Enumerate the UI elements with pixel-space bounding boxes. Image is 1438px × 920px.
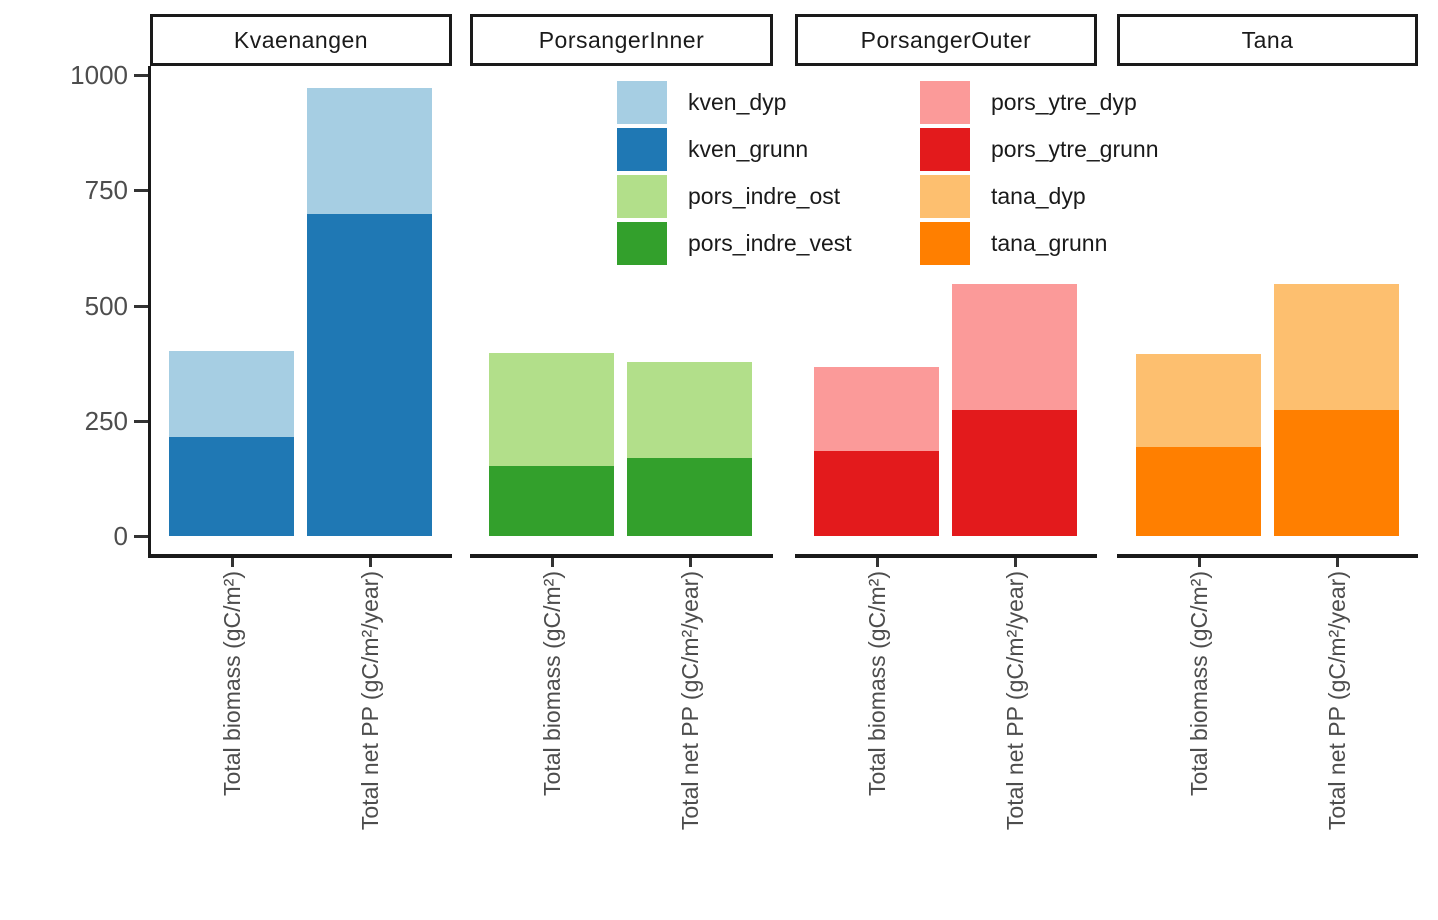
y-axis-tick: [134, 304, 148, 308]
bar-segment-tana_dyp: [1274, 283, 1399, 411]
legend-label-pors_ytre_grunn: pors_ytre_grunn: [991, 136, 1159, 162]
bar-segment-kven_grunn: [307, 214, 432, 536]
x-axis-line: [1117, 554, 1418, 558]
bar-segment-kven_dyp: [169, 351, 294, 437]
facet-strip-kvaenangen: Kvaenangen: [150, 14, 452, 66]
y-axis-tick: [134, 419, 148, 423]
x-axis-label: Total net PP (gC/m²/year): [1323, 571, 1350, 831]
legend-swatch-pors_indre_vest: [617, 222, 667, 265]
bar-segment-pors_indre_vest: [627, 458, 752, 536]
x-axis-line: [795, 554, 1097, 558]
x-axis-label: Total biomass (gC/m²): [538, 571, 565, 796]
legend-swatch-tana_grunn: [920, 222, 970, 265]
facet-strip-tana: Tana: [1117, 14, 1418, 66]
bar-segment-pors_indre_vest: [489, 465, 614, 536]
bar-segment-tana_grunn: [1136, 447, 1261, 536]
legend-swatch-pors_ytre_dyp: [920, 81, 970, 124]
legend-label-tana_grunn: tana_grunn: [991, 230, 1108, 256]
x-axis-line: [470, 554, 773, 558]
y-axis-tick-label: 250: [84, 405, 128, 436]
legend-swatch-kven_dyp: [617, 81, 667, 124]
legend-label-pors_indre_vest: pors_indre_vest: [688, 230, 852, 256]
y-axis-tick: [134, 535, 148, 538]
bar-segment-kven_dyp: [307, 88, 432, 215]
y-axis-tick: [134, 74, 148, 77]
x-axis-label: Total net PP (gC/m²/year): [1001, 571, 1028, 831]
legend-swatch-pors_indre_ost: [617, 175, 667, 218]
legend-label-pors_ytre_dyp: pors_ytre_dyp: [991, 89, 1137, 115]
y-axis-tick-label: 1000: [70, 60, 128, 90]
legend-swatch-tana_dyp: [920, 175, 970, 218]
legend-label-tana_dyp: tana_dyp: [991, 183, 1086, 209]
x-axis-line: [148, 554, 452, 558]
x-axis-label: Total net PP (gC/m²/year): [356, 571, 383, 831]
legend-swatch-pors_ytre_grunn: [920, 128, 970, 171]
x-axis-tick: [1197, 558, 1201, 567]
bar-segment-pors_indre_ost: [627, 362, 752, 459]
y-axis-tick: [134, 189, 148, 193]
bar-segment-tana_dyp: [1136, 353, 1261, 447]
x-axis-tick: [230, 558, 234, 567]
x-axis-tick: [875, 558, 879, 567]
legend-label-kven_dyp: kven_dyp: [688, 89, 787, 115]
y-axis-line: [148, 66, 151, 558]
bar-segment-kven_grunn: [169, 436, 294, 536]
y-axis-tick-label: 0: [113, 521, 128, 551]
legend-label-pors_indre_ost: pors_indre_ost: [688, 183, 841, 209]
bar-segment-pors_ytre_dyp: [814, 366, 939, 452]
x-axis-tick: [1335, 558, 1339, 567]
y-axis-tick-label: 750: [84, 175, 128, 206]
x-axis-label: Total biomass (gC/m²): [863, 571, 890, 796]
bar-segment-pors_ytre_grunn: [952, 410, 1077, 536]
x-axis-tick: [1013, 558, 1017, 567]
x-axis-tick: [368, 558, 372, 567]
facet-strip-porsangerinner: PorsangerInner: [470, 14, 773, 66]
y-axis-tick-label: 500: [84, 290, 128, 321]
legend-label-kven_grunn: kven_grunn: [688, 136, 809, 162]
x-axis-label: Total biomass (gC/m²): [1185, 571, 1212, 796]
bar-segment-pors_indre_ost: [489, 352, 614, 466]
x-axis-label: Total net PP (gC/m²/year): [676, 571, 703, 831]
bar-segment-pors_ytre_grunn: [814, 451, 939, 536]
bar-segment-pors_ytre_dyp: [952, 283, 1077, 411]
x-axis-label: Total biomass (gC/m²): [218, 571, 245, 796]
legend-swatch-kven_grunn: [617, 128, 667, 171]
facet-strip-porsangerouter: PorsangerOuter: [795, 14, 1097, 66]
bar-segment-tana_grunn: [1274, 410, 1399, 536]
x-axis-tick: [688, 558, 692, 567]
x-axis-tick: [550, 558, 554, 567]
